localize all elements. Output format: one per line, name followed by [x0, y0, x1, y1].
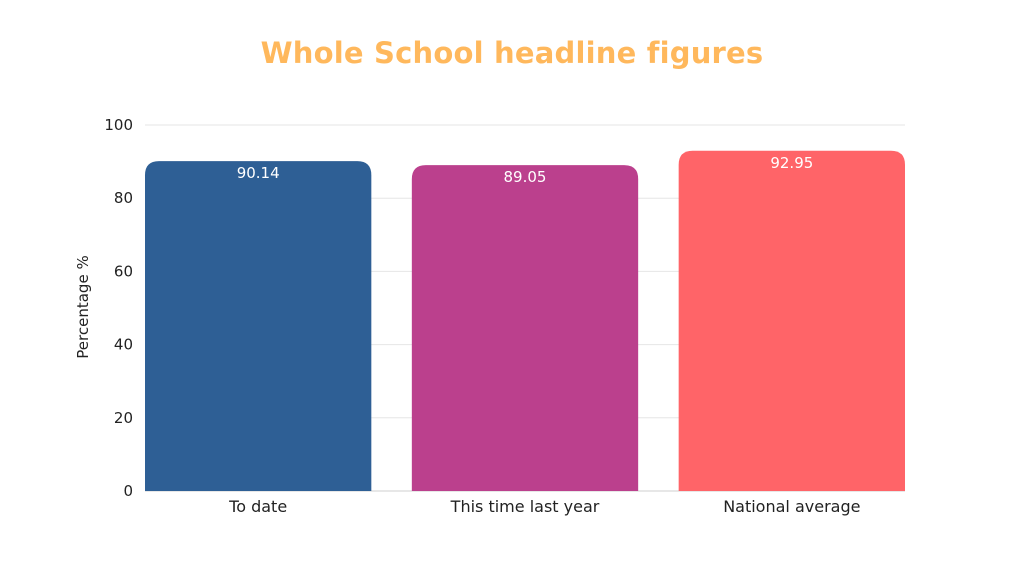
bar-this-time-last-year	[411, 165, 639, 491]
x-category-label: To date	[228, 497, 287, 516]
x-category-label: National average	[723, 497, 860, 516]
y-axis-ticks: 0 20 40 60 80 100	[104, 116, 133, 500]
bar-national-average	[678, 150, 905, 492]
data-label: 89.05	[504, 168, 547, 186]
y-axis-title: Percentage %	[74, 255, 92, 358]
data-label: 90.14	[237, 164, 280, 182]
y-tick-label: 0	[123, 482, 133, 500]
y-tick-label: 80	[114, 189, 133, 207]
y-tick-label: 40	[114, 336, 133, 354]
y-tick-label: 20	[114, 409, 133, 427]
data-label: 92.95	[770, 154, 813, 172]
x-category-label: This time last year	[450, 497, 600, 516]
bars	[145, 150, 905, 492]
y-tick-label: 60	[114, 262, 133, 280]
bar-to-date	[145, 161, 372, 492]
y-tick-label: 100	[104, 116, 133, 134]
chart-title: Whole School headline figures	[260, 36, 764, 70]
x-axis-categories: To date This time last year National avera…	[228, 497, 860, 516]
data-labels: 90.14 89.05 92.95	[237, 154, 814, 186]
